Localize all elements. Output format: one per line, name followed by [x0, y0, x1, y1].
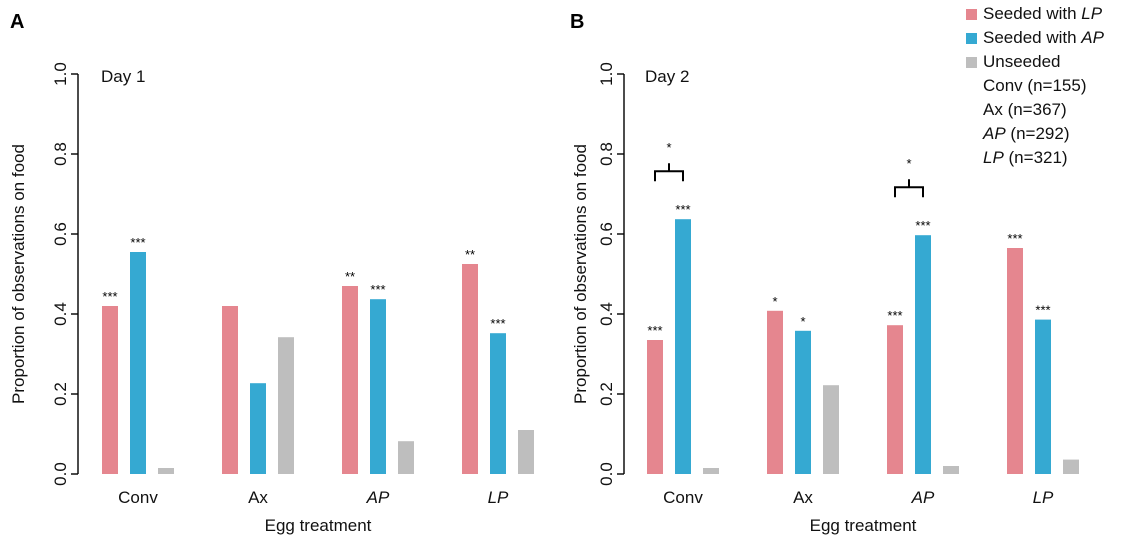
bar-unseeded-lp [518, 430, 534, 474]
bar-unseeded-ap [398, 441, 414, 474]
significance-label: *** [102, 289, 117, 304]
x-category-label: Conv [663, 488, 703, 507]
y-tick-label: 0.8 [51, 142, 70, 166]
bar-seeded-ap-ax [795, 330, 811, 474]
day-label: Day 1 [101, 67, 145, 86]
y-tick-label: 0.6 [51, 222, 70, 246]
bar-seeded-ap-ax [250, 383, 266, 474]
significance-label: *** [887, 308, 902, 323]
significance-label: *** [490, 316, 505, 331]
y-tick-label: 1.0 [51, 62, 70, 86]
y-tick-label: 0.6 [597, 222, 616, 246]
y-tick-label: 0.4 [597, 302, 616, 326]
significance-label: *** [647, 323, 662, 338]
sample-size-conv: Conv (n=155) [966, 74, 1123, 98]
bar-seeded-ap-lp [490, 333, 506, 474]
sample-size-ap: AP (n=292) [966, 122, 1123, 146]
bracket-significance-label: * [906, 156, 911, 171]
significance-label: *** [675, 202, 690, 217]
bar-seeded-ap-conv [675, 219, 691, 474]
x-category-label: LP [1033, 488, 1054, 507]
legend-item-seeded-ap: Seeded with AP [966, 26, 1123, 50]
y-axis-title: Proportion of observations on food [9, 144, 28, 404]
sample-size-count: (n=321) [1003, 148, 1068, 167]
sample-size-lp: LP (n=321) [966, 146, 1123, 170]
bar-seeded-lp-ap [887, 325, 903, 474]
legend: Seeded with LP Seeded with AP Unseeded C… [966, 2, 1123, 170]
x-axis-title: Egg treatment [810, 516, 917, 535]
sample-size-ax: Ax (n=367) [966, 98, 1123, 122]
y-tick-label: 1.0 [597, 62, 616, 86]
bar-unseeded-lp [1063, 459, 1079, 474]
bar-unseeded-conv [158, 468, 174, 474]
bar-seeded-lp-ax [222, 306, 238, 474]
legend-label-prefix: Seeded with [983, 4, 1082, 23]
chart-panel-a: A Day 1 0.0 0.2 0.4 0.6 0.8 1.0 Proportion of ob… [9, 11, 534, 535]
bracket-significance-label: * [666, 140, 671, 155]
x-axis-title: Egg treatment [265, 516, 372, 535]
significance-bracket [894, 179, 924, 198]
legend-label-strain: AP [1081, 28, 1104, 47]
significance-bracket [654, 163, 684, 182]
legend-swatch-unseeded [966, 57, 977, 68]
bar-seeded-ap-ap [370, 299, 386, 474]
significance-label: * [772, 294, 777, 309]
bar-seeded-lp-ax [767, 310, 783, 474]
bar-seeded-lp-conv [647, 340, 663, 474]
sample-size-count: (n=155) [1022, 76, 1087, 95]
bar-unseeded-ax [278, 337, 294, 474]
x-category-label: Conv [118, 488, 158, 507]
significance-label: *** [1007, 231, 1022, 246]
bar-seeded-ap-lp [1035, 319, 1051, 474]
y-axis-title: Proportion of observations on food [571, 144, 590, 404]
significance-label: ** [465, 247, 475, 262]
x-category-label: Ax [248, 488, 268, 507]
bar-seeded-ap-conv [130, 252, 146, 474]
y-tick-label: 0.2 [51, 382, 70, 406]
chart-panel-b: B Day 2 0.0 0.2 0.4 0.6 0.8 1.0 Proportion of ob… [570, 11, 1079, 535]
legend-swatch-seeded-ap [966, 33, 977, 44]
sample-size-name: Ax [983, 100, 1003, 119]
legend-item-seeded-lp: Seeded with LP [966, 2, 1123, 26]
y-tick-label: 0.0 [51, 462, 70, 486]
bar-seeded-lp-lp [462, 264, 478, 474]
significance-label: ** [345, 269, 355, 284]
bar-unseeded-ap [943, 466, 959, 474]
significance-label: *** [370, 282, 385, 297]
legend-item-unseeded: Unseeded [966, 50, 1123, 74]
bar-unseeded-ax [823, 385, 839, 474]
significance-label: *** [1035, 303, 1050, 318]
legend-label-prefix: Seeded with [983, 28, 1082, 47]
sample-size-name: Conv [983, 76, 1023, 95]
bar-seeded-lp-ap [342, 286, 358, 474]
bar-unseeded-conv [703, 468, 719, 474]
bar-seeded-lp-lp [1007, 248, 1023, 474]
y-tick-label: 0.0 [597, 462, 616, 486]
significance-label: * [800, 314, 805, 329]
sample-size-name: AP [983, 124, 1006, 143]
significance-label: *** [915, 218, 930, 233]
y-tick-label: 0.4 [51, 302, 70, 326]
panel-letter: B [570, 11, 584, 33]
x-category-label: AP [911, 488, 935, 507]
sample-size-count: (n=367) [1002, 100, 1067, 119]
day-label: Day 2 [645, 67, 689, 86]
sample-size-name: LP [983, 148, 1004, 167]
y-tick-label: 0.8 [597, 142, 616, 166]
panel-letter: A [10, 11, 24, 33]
x-category-label: AP [366, 488, 390, 507]
y-tick-label: 0.2 [597, 382, 616, 406]
sample-size-count: (n=292) [1005, 124, 1070, 143]
legend-swatch-seeded-lp [966, 9, 977, 20]
x-category-label: Ax [793, 488, 813, 507]
legend-label: Unseeded [983, 52, 1061, 71]
bar-seeded-ap-ap [915, 235, 931, 474]
legend-label-strain: LP [1081, 4, 1103, 23]
x-category-label: LP [488, 488, 509, 507]
bar-seeded-lp-conv [102, 306, 118, 474]
significance-label: *** [130, 235, 145, 250]
